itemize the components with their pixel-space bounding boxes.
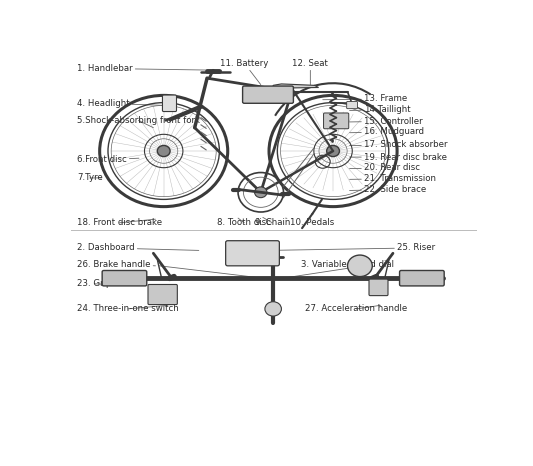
FancyBboxPatch shape (346, 102, 358, 109)
Text: 14.Taillight: 14.Taillight (350, 105, 410, 114)
Text: 12. Seat: 12. Seat (293, 59, 328, 85)
Text: 2. Dashboard: 2. Dashboard (77, 243, 199, 253)
Text: 4. Headlight: 4. Headlight (77, 99, 166, 108)
Text: 17. Shock absorber: 17. Shock absorber (350, 140, 448, 150)
Text: 23. Grip: 23. Grip (77, 279, 111, 288)
Text: 21. Transmission: 21. Transmission (350, 174, 436, 183)
Text: 20. Rear disc: 20. Rear disc (350, 164, 420, 172)
FancyBboxPatch shape (163, 95, 176, 111)
Text: 13. Frame: 13. Frame (322, 95, 407, 103)
Circle shape (348, 255, 372, 277)
FancyBboxPatch shape (102, 270, 147, 286)
Circle shape (265, 302, 281, 316)
FancyBboxPatch shape (243, 86, 293, 103)
Text: 7.Tyre: 7.Tyre (77, 173, 103, 182)
Text: 24. Three-in-one switch: 24. Three-in-one switch (77, 304, 179, 314)
FancyBboxPatch shape (400, 270, 444, 286)
Circle shape (157, 145, 170, 157)
FancyBboxPatch shape (225, 241, 279, 266)
FancyBboxPatch shape (324, 113, 349, 129)
Text: 11. Battery: 11. Battery (220, 59, 269, 85)
Text: 26. Brake handle: 26. Brake handle (77, 260, 156, 268)
Text: 25. Riser: 25. Riser (269, 243, 435, 253)
Text: 16. Mudguard: 16. Mudguard (350, 128, 424, 137)
FancyBboxPatch shape (369, 279, 388, 295)
Text: 15. Controller: 15. Controller (350, 116, 423, 126)
Text: 8. Tooth disc: 8. Tooth disc (217, 218, 271, 227)
Text: 5.Shock-absorbing front fork: 5.Shock-absorbing front fork (77, 116, 200, 128)
Text: 19. Rear disc brake: 19. Rear disc brake (350, 152, 447, 162)
FancyBboxPatch shape (148, 284, 177, 305)
Circle shape (255, 187, 267, 198)
Text: 1. Handlebar: 1. Handlebar (77, 64, 222, 73)
Text: 18. Front disc brake: 18. Front disc brake (77, 218, 162, 227)
Text: 22. Side brace: 22. Side brace (350, 185, 426, 194)
Text: 6.Front disc: 6.Front disc (77, 156, 139, 164)
Circle shape (327, 145, 340, 157)
Text: 27. Acceleration handle: 27. Acceleration handle (305, 304, 408, 314)
Text: 3. Variable speed dial: 3. Variable speed dial (301, 260, 394, 268)
Polygon shape (273, 84, 319, 88)
Text: 9. Chain: 9. Chain (255, 217, 290, 227)
Text: 10. Pedals: 10. Pedals (286, 218, 334, 227)
